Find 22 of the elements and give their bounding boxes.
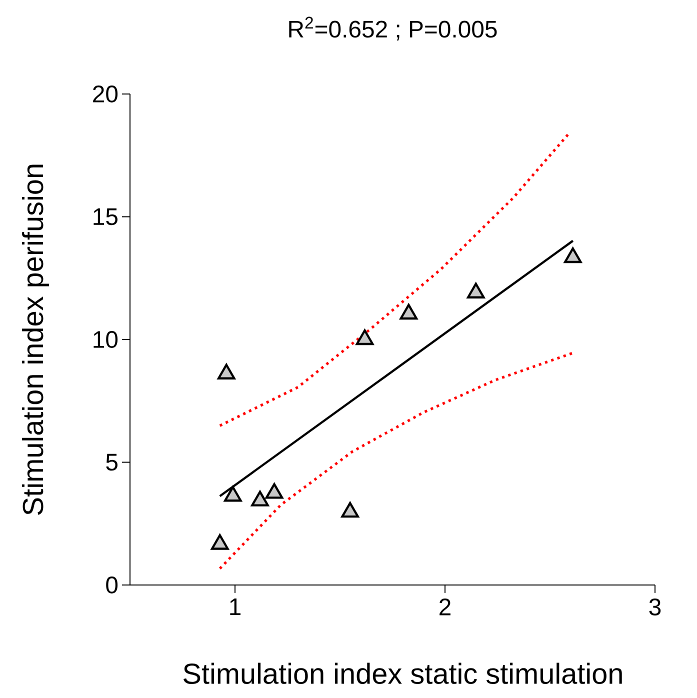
y-tick-label: 0: [106, 576, 118, 594]
point: [210, 534, 229, 550]
point: [400, 304, 418, 320]
point: [564, 247, 582, 264]
point: [265, 483, 284, 499]
point: [251, 490, 269, 506]
y-tick-label: 15: [94, 208, 118, 226]
x-tick-label: 1: [230, 598, 240, 615]
x-axis-title: Stimulation index static stimulation: [184, 662, 622, 684]
point: [218, 364, 236, 380]
y-axis-title: Stimulation index perifusion: [22, 164, 49, 515]
x-tick-label: 2: [440, 598, 450, 616]
y-tick-label: 5: [106, 454, 118, 471]
point: [356, 329, 374, 346]
point: [341, 502, 359, 518]
point: [224, 486, 242, 502]
point: [466, 282, 485, 298]
chart-title: R$^{2}$=0.652 ; P=0.005: [289, 16, 497, 40]
line-series: [218, 352, 574, 570]
x-tick-label: 3: [649, 598, 661, 616]
y-tick-label: 20: [93, 86, 118, 102]
y-tick-label: 10: [94, 331, 118, 348]
